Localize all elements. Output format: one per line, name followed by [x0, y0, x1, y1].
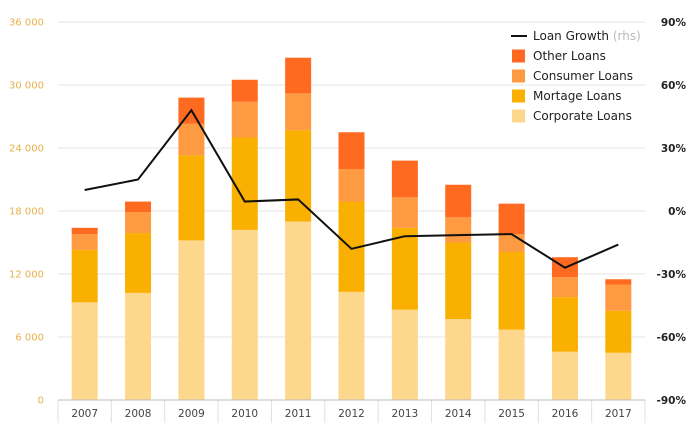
bar-other-loans-2014	[445, 184, 472, 218]
bar-consumer-loans-2011	[285, 93, 312, 131]
bar-consumer-loans-2015	[498, 234, 525, 252]
bar-other-loans-2010	[231, 79, 258, 102]
bar-corporate-loans-2007	[71, 302, 98, 400]
bar-corporate-loans-2016	[551, 351, 578, 400]
x-tick-label: 2015	[498, 408, 525, 420]
y-tick-label: 0	[38, 396, 44, 407]
y2-tick-label: -60%	[657, 332, 687, 344]
bar-consumer-loans-2008	[125, 212, 152, 234]
bar-corporate-loans-2012	[338, 291, 365, 400]
legend-rhs-suffix: (rhs)	[609, 29, 641, 43]
y2-tick-label: 30%	[661, 143, 687, 155]
x-tick-label: 2007	[71, 408, 98, 420]
legend-swatch-mortage-loans	[512, 89, 525, 103]
legend-swatch-other-loans	[512, 49, 525, 63]
x-tick-label: 2012	[338, 408, 365, 420]
y-tick-label: 30 000	[9, 81, 44, 92]
bar-other-loans-2015	[498, 203, 525, 235]
gridlines	[57, 21, 646, 423]
legend: Loan Growth (rhs) Other Loans Consumer Loa…	[511, 29, 641, 123]
legend-label-consumer-loans: Consumer Loans	[533, 69, 633, 83]
y2-tick-label: 60%	[661, 80, 687, 92]
x-tick-label: 2011	[285, 408, 312, 420]
x-tick-label: 2014	[445, 408, 472, 420]
bar-corporate-loans-2013	[391, 309, 418, 400]
x-tick-label: 2008	[125, 408, 152, 420]
bar-consumer-loans-2012	[338, 169, 365, 202]
y2-tick-label: 90%	[661, 17, 687, 29]
bar-other-loans-2017	[605, 279, 632, 285]
x-tick-label: 2013	[391, 408, 418, 420]
bar-other-loans-2007	[71, 227, 98, 235]
bar-consumer-loans-2017	[605, 284, 632, 311]
x-tick-label: 2009	[178, 408, 205, 420]
bar-mortage-loans-2008	[125, 233, 152, 293]
y-tick-label: 18 000	[9, 207, 44, 218]
x-tick-label: 2016	[552, 408, 579, 420]
bar-mortage-loans-2007	[71, 249, 98, 303]
bar-consumer-loans-2014	[445, 217, 472, 243]
bar-corporate-loans-2017	[605, 352, 632, 400]
bar-mortage-loans-2014	[445, 242, 472, 320]
bar-corporate-loans-2010	[231, 229, 258, 400]
bar-corporate-loans-2011	[285, 221, 312, 400]
x-tick-label: 2017	[605, 408, 632, 420]
bar-corporate-loans-2008	[125, 292, 152, 400]
legend-swatch-consumer-loans	[512, 69, 525, 83]
x-tick-label: 2010	[231, 408, 258, 420]
bar-corporate-loans-2009	[178, 240, 205, 400]
bar-other-loans-2011	[285, 57, 312, 94]
y-tick-label: 6 000	[15, 333, 44, 344]
bar-consumer-loans-2010	[231, 101, 258, 138]
bar-mortage-loans-2013	[391, 227, 418, 310]
y-tick-label: 12 000	[9, 270, 44, 281]
bar-consumer-loans-2013	[391, 197, 418, 228]
y-tick-label: 24 000	[9, 144, 44, 155]
bar-mortage-loans-2016	[551, 297, 578, 352]
y2-tick-label: 0%	[668, 206, 686, 218]
y2-tick-label: -90%	[657, 395, 687, 407]
bar-corporate-loans-2015	[498, 329, 525, 400]
axes: 0 6 000 12 000 18 000 24 000 30 000 36 000 -90%…	[9, 17, 686, 420]
bar-mortage-loans-2015	[498, 251, 525, 330]
legend-label-loan-growth: Loan Growth (rhs)	[533, 29, 641, 43]
bar-corporate-loans-2014	[445, 319, 472, 400]
bar-mortage-loans-2010	[231, 137, 258, 230]
y-tick-label: 36 000	[9, 18, 44, 29]
bar-other-loans-2013	[391, 160, 418, 198]
legend-label-corporate-loans: Corporate Loans	[533, 109, 632, 123]
bar-other-loans-2008	[125, 201, 152, 213]
legend-swatch-corporate-loans	[512, 109, 525, 123]
y2-tick-label: -30%	[657, 269, 687, 281]
bar-other-loans-2012	[338, 132, 365, 169]
bar-mortage-loans-2009	[178, 155, 205, 241]
bar-consumer-loans-2016	[551, 277, 578, 298]
loan-growth-line	[84, 108, 619, 269]
legend-label-mortage-loans: Mortage Loans	[533, 89, 622, 103]
bar-consumer-loans-2009	[178, 123, 205, 156]
bar-consumer-loans-2007	[71, 234, 98, 250]
legend-label-other-loans: Other Loans	[533, 49, 606, 63]
bar-mortage-loans-2017	[605, 310, 632, 353]
